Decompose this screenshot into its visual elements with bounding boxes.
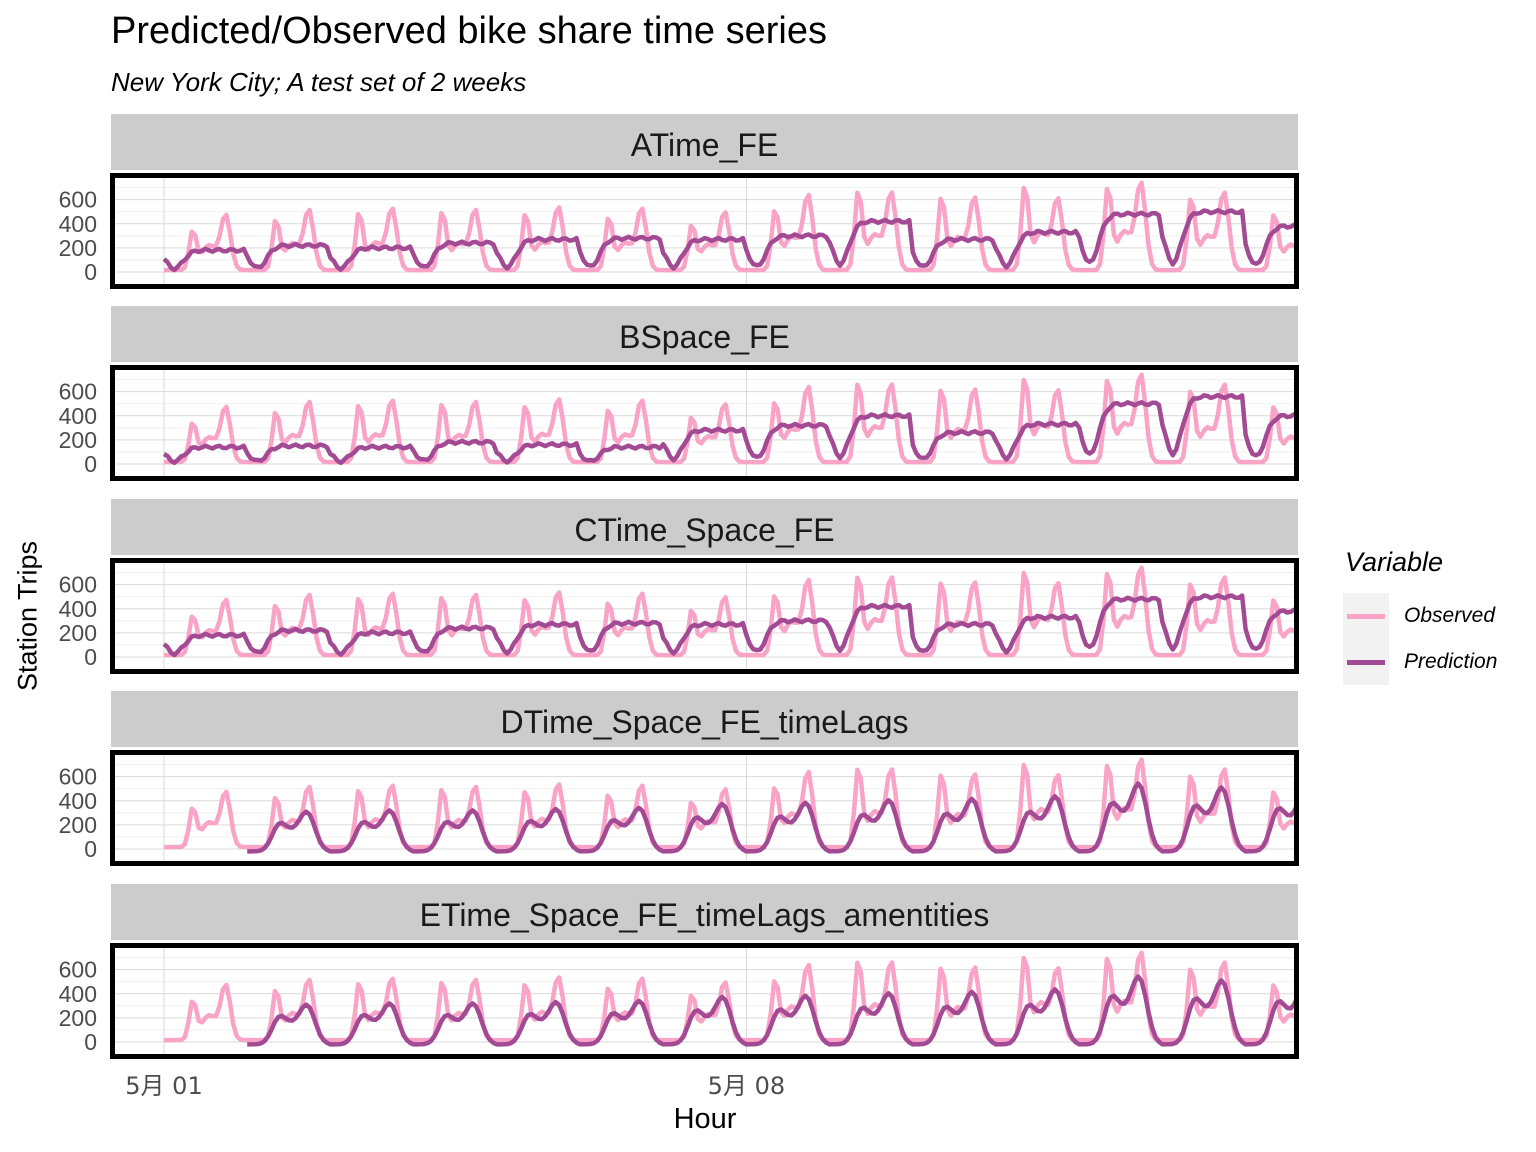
y-tick-label: 0 [84,451,97,477]
facet-strip-label: ATime_FE [631,127,779,163]
facet-strip [111,691,1298,747]
x-tick-label: 5月 01 [125,1072,202,1100]
series-prediction-line [162,208,1295,273]
y-tick-label: 400 [59,788,97,814]
legend-item-observed: Observed [1343,593,1495,639]
legend-label-observed: Observed [1404,604,1496,627]
y-tick-label: 200 [59,1005,97,1031]
y-axis-title: Station Trips [12,540,43,692]
y-tick-label: 400 [59,211,97,237]
y-tick-label: 200 [59,620,97,646]
y-tick-label: 400 [59,596,97,622]
facet-strip [111,499,1298,555]
y-tick-label: 200 [59,427,97,453]
panel-border [110,943,1299,1059]
series-prediction-line [162,593,1295,658]
series-observed-line [164,565,1295,658]
series-prediction-line [247,781,1295,854]
chart-title: Predicted/Observed bike share time serie… [111,10,827,52]
series-prediction-line [162,392,1295,466]
legend-label-prediction: Prediction [1404,650,1498,673]
legend-title: Variable [1345,547,1444,577]
x-axis-title: Hour [673,1103,737,1135]
series-observed-line [164,180,1295,273]
y-tick-label: 0 [84,644,97,670]
y-tick-label: 200 [59,235,97,261]
y-tick-label: 600 [59,957,97,983]
y-tick-label: 600 [59,187,97,213]
series-observed-line [164,950,1295,1043]
y-tick-label: 0 [84,836,97,862]
facet-strip [111,114,1298,170]
facet-strip-label: DTime_Space_FE_timeLags [501,704,909,740]
facet-strip [111,884,1298,940]
series-observed-line [164,372,1295,465]
panel-border [110,750,1299,866]
series-prediction-line [247,974,1295,1047]
y-tick-label: 600 [59,379,97,405]
legend-item-prediction: Prediction [1343,639,1497,685]
facet-strip-label: BSpace_FE [619,319,790,355]
y-tick-label: 200 [59,812,97,838]
y-tick-label: 400 [59,403,97,429]
panel-border [110,173,1299,289]
facet-strip [111,306,1298,362]
x-tick-label: 5月 08 [708,1072,785,1100]
y-tick-label: 600 [59,764,97,790]
facet-strip-label: ETime_Space_FE_timeLags_amentities [420,897,990,933]
y-tick-label: 0 [84,259,97,285]
y-tick-label: 0 [84,1029,97,1055]
legend-key-prediction [1343,639,1389,685]
panel-border [110,558,1299,674]
facet-strip-label: CTime_Space_FE [574,512,834,548]
series-observed-line [164,757,1295,850]
y-tick-label: 400 [59,981,97,1007]
facet-ETime_Space_FE_timeLags_amentities: ETime_Space_FE_timeLags_amentities 020040… [59,884,1299,1059]
chart-subtitle: New York City; A test set of 2 weeks [111,67,527,97]
y-tick-label: 600 [59,572,97,598]
legend-key-observed [1343,593,1389,639]
panel-border [110,365,1299,481]
